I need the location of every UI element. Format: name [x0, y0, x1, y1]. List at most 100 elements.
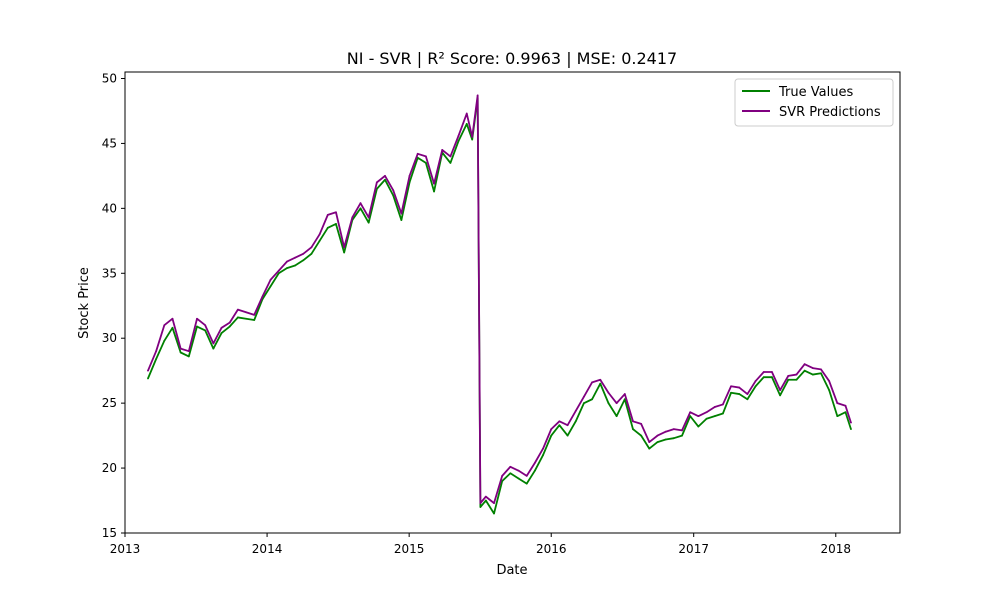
- data-point-svr-predictions: [533, 461, 536, 464]
- data-point-true-values: [179, 351, 182, 354]
- data-point-svr-predictions: [400, 212, 403, 215]
- data-point-svr-predictions: [261, 295, 264, 298]
- data-point-svr-predictions: [441, 149, 444, 151]
- data-point-true-values: [836, 415, 839, 418]
- data-point-true-values: [533, 469, 536, 472]
- data-point-true-values: [664, 438, 667, 441]
- data-point-svr-predictions: [253, 313, 256, 316]
- data-point-svr-predictions: [310, 246, 313, 249]
- data-point-svr-predictions: [591, 381, 593, 384]
- y-tick-label: 25: [102, 396, 117, 410]
- data-point-svr-predictions: [738, 386, 741, 389]
- data-point-true-values: [762, 376, 765, 379]
- data-point-true-values: [392, 194, 395, 197]
- data-point-svr-predictions: [269, 278, 272, 281]
- data-point-true-values: [384, 178, 386, 181]
- data-point-svr-predictions: [517, 469, 520, 472]
- data-point-true-values: [367, 221, 370, 224]
- data-point-true-values: [525, 482, 528, 485]
- data-point-true-values: [236, 316, 239, 319]
- data-point-svr-predictions: [318, 233, 321, 236]
- data-point-true-values: [550, 434, 553, 437]
- legend-label-svr-predictions: SVR Predictions: [779, 105, 881, 120]
- data-point-svr-predictions: [179, 347, 182, 350]
- data-point-svr-predictions: [171, 317, 174, 320]
- data-point-svr-predictions: [656, 434, 659, 437]
- data-point-true-values: [343, 251, 346, 254]
- data-point-svr-predictions: [471, 136, 474, 138]
- data-point-true-values: [253, 319, 256, 321]
- data-point-true-values: [517, 477, 520, 480]
- data-point-svr-predictions: [351, 216, 354, 219]
- data-point-svr-predictions: [558, 420, 561, 423]
- x-axis: 2013 2014 2015 2016 2017 2018: [110, 533, 851, 556]
- data-point-svr-predictions: [335, 211, 337, 214]
- data-point-true-values: [632, 428, 634, 431]
- data-point-true-values: [754, 385, 757, 388]
- data-point-true-values: [795, 378, 798, 381]
- data-point-true-values: [220, 332, 223, 334]
- data-point-true-values: [465, 123, 468, 125]
- data-point-true-values: [850, 428, 852, 431]
- data-point-true-values: [820, 372, 822, 375]
- data-point-svr-predictions: [449, 155, 452, 158]
- data-point-true-values: [269, 285, 272, 288]
- data-point-svr-predictions: [509, 465, 512, 468]
- data-point-svr-predictions: [779, 389, 782, 392]
- data-point-true-values: [811, 373, 814, 376]
- data-point-true-values: [509, 472, 512, 475]
- data-point-true-values: [424, 162, 427, 164]
- data-point-svr-predictions: [294, 256, 296, 259]
- data-point-true-values: [574, 420, 577, 423]
- data-point-svr-predictions: [746, 393, 749, 395]
- y-tick-label: 40: [102, 201, 117, 215]
- data-point-svr-predictions: [187, 350, 190, 353]
- data-point-true-values: [335, 223, 337, 225]
- data-point-svr-predictions: [632, 420, 634, 423]
- data-point-svr-predictions: [705, 411, 708, 414]
- data-point-true-values: [433, 190, 435, 193]
- data-point-svr-predictions: [302, 252, 305, 255]
- data-point-svr-predictions: [236, 308, 239, 311]
- data-point-true-values: [656, 441, 659, 443]
- data-point-svr-predictions: [277, 269, 280, 272]
- data-point-svr-predictions: [828, 380, 831, 382]
- data-point-true-values: [228, 325, 231, 328]
- data-point-svr-predictions: [850, 421, 852, 424]
- y-tick-label: 30: [102, 331, 117, 345]
- data-point-true-values: [310, 252, 313, 255]
- data-point-svr-predictions: [147, 369, 149, 372]
- data-point-svr-predictions: [220, 326, 223, 329]
- data-point-true-values: [171, 326, 174, 329]
- data-point-true-values: [599, 382, 602, 385]
- data-point-true-values: [375, 187, 378, 190]
- data-point-true-values: [623, 398, 626, 401]
- data-point-svr-predictions: [640, 423, 643, 425]
- data-point-true-values: [640, 434, 643, 437]
- data-point-svr-predictions: [811, 367, 814, 369]
- data-point-svr-predictions: [730, 385, 732, 388]
- data-point-true-values: [713, 415, 716, 418]
- data-point-svr-predictions: [367, 216, 370, 219]
- data-point-svr-predictions: [484, 495, 487, 498]
- data-point-true-values: [672, 437, 675, 440]
- data-point-true-values: [648, 447, 651, 450]
- x-tick-label: 2017: [678, 542, 709, 556]
- data-point-true-values: [318, 239, 321, 242]
- data-point-svr-predictions: [155, 350, 158, 353]
- data-point-svr-predictions: [754, 380, 757, 382]
- data-point-true-values: [542, 454, 544, 456]
- data-point-svr-predictions: [787, 374, 790, 377]
- data-point-svr-predictions: [762, 371, 765, 373]
- data-point-true-values: [583, 402, 585, 405]
- data-point-true-values: [479, 506, 482, 508]
- x-axis-label: Date: [496, 563, 527, 578]
- data-point-true-values: [204, 329, 207, 332]
- data-point-true-values: [705, 417, 708, 420]
- data-point-true-values: [400, 219, 403, 221]
- legend-box: [734, 78, 894, 127]
- data-point-true-values: [493, 512, 495, 515]
- data-point-svr-predictions: [245, 311, 247, 314]
